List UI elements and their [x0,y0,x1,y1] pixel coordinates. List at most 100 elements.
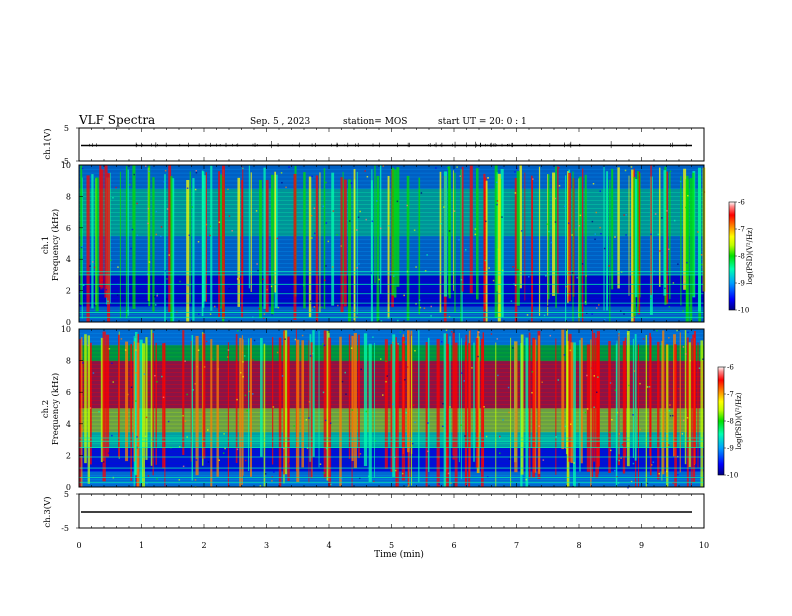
ch1-spectrogram-speckle [147,273,149,276]
ch1-spectrogram-speckle [101,287,104,290]
ch2-spectrogram-speckle [162,396,165,399]
ch1-waveform-panel: 5 -5 [61,124,705,166]
ch1-spectrogram-speckle [92,261,94,263]
ch1-spectrogram-speckle [164,169,167,172]
ch1-spectrogram-streak [448,169,451,299]
ch1-spectrogram-streak [637,170,639,313]
ch2-spectrogram-speckle [404,379,406,381]
ch1-spectrogram-streak [237,177,241,307]
ch1-spectrogram-speckle [358,263,360,265]
ch2-spectrogram-speckle [477,355,479,358]
ch1-spectrogram-streak [379,165,382,294]
ch1-spectrogram-streak [609,179,611,322]
x-tick-label: 1 [139,541,144,550]
ch1-spectrogram-speckle [603,247,606,250]
ch2-spectrogram-speckle [478,331,480,334]
ch1-spectrogram-speckle [554,197,557,200]
ch1-spectrogram-streak [638,171,641,315]
ch1-spectrogram-speckle [155,210,158,213]
ch2-spectrogram-streak [100,337,104,463]
ch1-spectrogram-speckle [266,288,268,291]
ch2-spectrogram-panel: 0 2 4 6 8 10 [61,325,705,492]
ch2-spectrogram-speckle [147,475,150,477]
ch1-spectrogram-speckle [623,214,625,216]
ch2-spectrogram-streak [693,331,696,465]
ch1-spectrogram-speckle [460,279,463,281]
ch1-spectrogram-speckle [332,210,335,212]
ch1-spectrogram-speckle [136,202,138,205]
ch1-spectrogram-streak [86,175,90,322]
ch2-spectrogram-speckle [324,419,327,422]
ch2-spectrogram-speckle [555,436,557,438]
ch2-spectrogram-speckle [259,485,262,487]
ch2-spectrogram-speckle [325,447,328,450]
ch1-spectrogram-streak [168,165,172,313]
ch1-spectrogram-speckle [526,314,529,316]
ch1-spectrogram-streak [263,167,266,309]
ch1-spectrogram-streak [205,172,207,302]
ch1-spectrogram-speckle [554,221,557,223]
ch2-spectrogram-speckle [87,344,89,347]
ch1-spectrogram-speckle [488,267,490,269]
ch2-spectrogram-speckle [618,433,621,435]
ch2-spectrogram-streak [241,335,243,485]
ch2-spectrogram-streak [310,342,313,479]
ch2-spectrogram-streak [590,339,592,487]
ch1-spectrogram-speckle [594,238,596,241]
ch1-spectrogram-streak [603,166,605,311]
ch2-spectrogram-speckle [451,455,454,457]
ch2-spectrogram-speckle [379,457,381,459]
ch2-spectrogram-streak [195,335,199,476]
ch2-spectrogram-streak [406,330,410,453]
ch1-waveform-ytick-label: -5 [61,157,69,166]
ch1-spectrogram-speckle [101,279,104,282]
ch1-spectrogram-speckle [600,232,602,235]
ch2-spectrogram-speckle [652,461,655,463]
ch2-spectrogram-speckle [525,478,527,481]
ch2-spectrogram-speckle [616,476,618,478]
ch1-spectrogram-speckle [156,295,158,297]
ch1-spectrogram-streak [250,172,252,292]
ch1-spectrogram-streak [104,165,108,298]
ch1-spectrogram-streak [628,175,630,296]
ch1-spectrogram-speckle [669,170,672,173]
ch1-spectrogram-speckle [263,317,265,319]
ch1-spectrogram-speckle [148,170,150,173]
ch2-spectrogram-speckle [682,419,685,422]
ch2-spectrogram-streak [700,340,704,487]
ch2-spectrogram-speckle [593,406,595,409]
ch2-spectrogram-streak [373,342,375,478]
ch2-spectrogram-streak [608,341,611,473]
ch1-spectrogram-speckle [659,250,661,252]
ch2-spectrogram-speckle [144,435,147,438]
ch2-spectrogram-streak [690,338,692,487]
ch1-spectrogram-speckle [197,240,200,243]
ch1-spectrogram-speckle [510,300,513,302]
x-tick-label: 5 [389,541,394,550]
ch1-spectrogram-speckle [195,171,198,174]
ch2-spectrogram-speckle [81,428,83,431]
ch2-spectrogram-streak [150,329,153,466]
ch1-waveform-ylabel: ch.1(V) [42,128,53,159]
ch1-spectrogram-speckle [213,305,216,308]
ch1-spectrogram-speckle [579,214,582,217]
ch1-spectrogram-streak [340,177,344,313]
ch2-spectrogram-speckle [240,371,242,374]
ch1-spectrogram-streak [356,171,358,315]
ch1-spectrogram-streak [259,179,262,319]
ch2-spectrogram-speckle [639,428,641,431]
ch2-spectrogram-speckle [512,347,514,349]
ch2-spectrogram-speckle [668,336,670,339]
ch1-spectrogram-streak [557,166,559,294]
ch2-spectrogram-speckle [610,449,612,452]
ch1-spectrogram-speckle [592,182,595,185]
ch1-spectrogram-speckle [474,233,477,236]
ch2-spectrogram-speckle [301,334,304,337]
ch2-spectrogram-band [79,332,704,338]
ch1-spectrogram-streak [685,179,689,322]
ch2-spectrogram-speckle [386,375,389,377]
ch2-spectrogram-speckle [273,471,275,473]
ch2-spectrogram-speckle [646,482,649,485]
ch2-spectrogram-streak [443,333,447,487]
ch2-spectrogram-streak [586,344,591,472]
